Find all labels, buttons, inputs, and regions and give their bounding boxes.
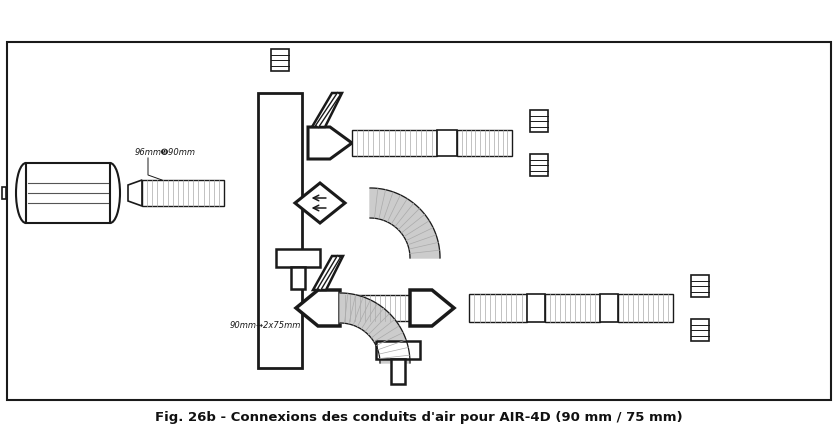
Polygon shape: [128, 180, 142, 206]
Polygon shape: [370, 188, 440, 258]
Bar: [527, 294, 545, 322]
Polygon shape: [340, 293, 410, 363]
Text: 90mm→2x75mm: 90mm→2x75mm: [230, 321, 301, 330]
Polygon shape: [296, 290, 340, 326]
Bar: [469, 294, 527, 322]
Bar: [258, 93, 302, 368]
Bar: [271, 49, 289, 71]
Polygon shape: [295, 183, 345, 223]
Bar: [291, 267, 305, 289]
Bar: [2, 187, 6, 199]
Bar: [691, 319, 709, 341]
Bar: [691, 275, 709, 297]
Bar: [457, 130, 512, 156]
Bar: [376, 341, 420, 359]
Bar: [142, 180, 224, 206]
Text: Fig. 26b - Connexions des conduits d'air pour AIR-4D (90 mm / 75 mm): Fig. 26b - Connexions des conduits d'air…: [155, 411, 683, 424]
Polygon shape: [313, 256, 343, 290]
Text: 96mm➒90mm: 96mm➒90mm: [135, 148, 196, 157]
Bar: [7, 42, 831, 400]
Ellipse shape: [16, 163, 36, 223]
Bar: [600, 294, 618, 322]
Bar: [618, 294, 673, 322]
Bar: [352, 130, 437, 156]
Bar: [530, 154, 548, 176]
Bar: [391, 359, 405, 384]
Polygon shape: [410, 290, 454, 326]
Polygon shape: [312, 93, 342, 127]
Bar: [276, 249, 320, 267]
Polygon shape: [308, 127, 352, 159]
Bar: [545, 294, 600, 322]
Ellipse shape: [100, 163, 120, 223]
Bar: [530, 110, 548, 132]
Bar: [437, 130, 457, 156]
Bar: [340, 295, 410, 321]
Bar: [26, 163, 110, 223]
